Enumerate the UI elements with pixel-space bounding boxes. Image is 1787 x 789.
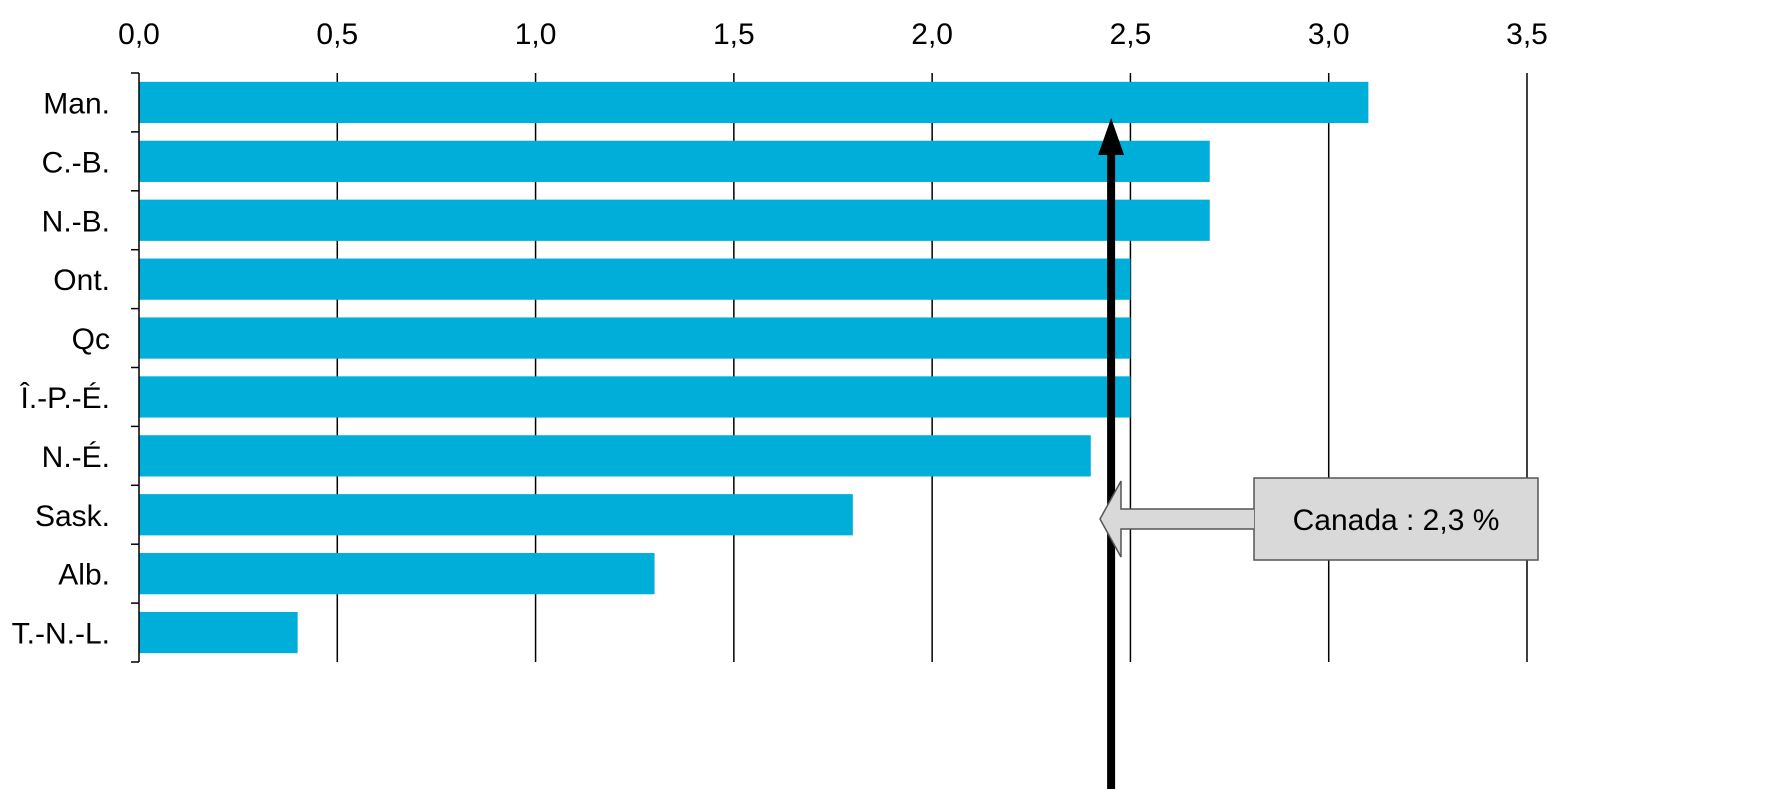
category-label: Alb.: [58, 559, 110, 592]
bars: [139, 81, 1369, 654]
x-tick-label: 2,0: [911, 18, 953, 51]
bar: [139, 376, 1131, 418]
callout-text: Canada : 2,3 %: [1293, 504, 1500, 537]
category-label: Man.: [43, 87, 110, 120]
bar: [139, 553, 655, 595]
bar: [139, 494, 853, 536]
bar: [139, 317, 1131, 359]
bar: [139, 435, 1091, 477]
x-tick-label: 2,5: [1110, 18, 1152, 51]
category-label: C.-B.: [42, 146, 110, 179]
x-tick-label: 1,0: [515, 18, 557, 51]
x-tick-label: 0,0: [118, 18, 160, 51]
category-label: Ont.: [53, 264, 110, 297]
category-labels: Man. C.-B. N.-B. Ont. Qc Î.-P.-É. N.-É. Sask. Al…: [12, 87, 110, 650]
x-tick-label: 0,5: [316, 18, 358, 51]
x-tick-labels: 0,0 0,5 1,0 1,5 2,0 2,5 3,0 3,5: [118, 18, 1548, 51]
category-label: Sask.: [35, 500, 110, 533]
x-tick-label: 3,0: [1308, 18, 1350, 51]
bar: [139, 258, 1131, 300]
category-label: Î.-P.-É.: [20, 382, 110, 415]
x-tick-label: 3,5: [1506, 18, 1548, 51]
bar: [139, 199, 1210, 241]
category-label: N.-É.: [42, 441, 110, 474]
bar: [139, 81, 1369, 124]
callout-arrow-icon: [1099, 480, 1254, 558]
canada-reference-line: [1098, 118, 1125, 789]
category-label: N.-B.: [42, 205, 110, 238]
callout-box: [1253, 477, 1539, 561]
reference-arrowhead-icon: [1098, 118, 1125, 155]
x-tick-label: 1,5: [713, 18, 755, 51]
category-label: T.-N.-L.: [12, 618, 110, 651]
category-label: Qc: [72, 323, 110, 356]
bar: [139, 140, 1210, 182]
canada-callout: Canada : 2,3 %: [1099, 477, 1539, 561]
bar: [139, 611, 298, 654]
y-axis: [131, 72, 140, 663]
